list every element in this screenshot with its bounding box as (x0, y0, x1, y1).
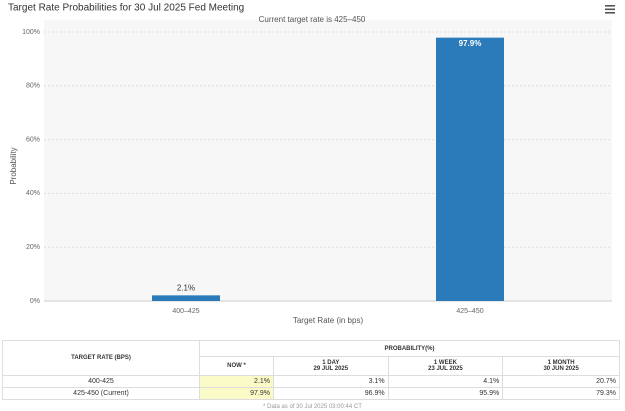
column-date: 23 JUL 2025 (428, 366, 463, 372)
plot-background (44, 20, 612, 301)
column-date: 29 JUL 2025 (313, 366, 349, 372)
x-tick-label: 400–425 (172, 308, 199, 315)
x-axis-label: Target Rate (in bps) (293, 316, 364, 325)
cell: 3.1% (273, 375, 389, 388)
y-tick-label: 40% (26, 190, 40, 197)
chart-subtitle: Current target rate is 425–450 (259, 15, 366, 24)
value-label: 97.9% (459, 39, 482, 48)
header: NOW * (198, 356, 275, 376)
probability-table: TARGET RATE (BPS) PROBABILITY(%) NOW * 1… (2, 340, 620, 400)
y-axis-label: Probability (9, 147, 18, 184)
y-tick-label: 80% (26, 83, 40, 90)
footnote: * Data as of 30 Jul 2025 03:00:44 CT (263, 404, 362, 410)
cell: 400-425 (2, 375, 200, 388)
y-tick-label: 0% (30, 298, 40, 305)
column-period: 1 DAY (322, 360, 340, 366)
column-date: 30 JUN 2025 (543, 366, 579, 372)
cell: 4.1% (387, 375, 504, 388)
cell: 96.9% (273, 387, 389, 400)
header: PROBABILITY(%) (199, 340, 620, 357)
menu-icon[interactable] (605, 5, 615, 14)
bar (436, 37, 504, 302)
cell: 95.9% (387, 387, 504, 400)
column-period: NOW * (227, 363, 246, 369)
header: TARGET RATE (BPS) (2, 340, 200, 376)
cell: 425-450 (Current) (2, 387, 200, 400)
header: 1 MONTH 30 JUN 2025 (502, 356, 620, 376)
cell: 79.3% (502, 387, 620, 400)
cell: 97.9% (198, 387, 275, 400)
value-label: 2.1% (177, 283, 195, 292)
chart: Target Rate Probabilities for 30 Jul 202… (8, 3, 615, 325)
y-tick-label: 60% (26, 136, 40, 143)
bar (152, 295, 220, 301)
cell: 20.7% (502, 375, 620, 388)
x-tick-label: 425–450 (456, 308, 483, 315)
cell: 2.1% (198, 375, 275, 388)
y-tick-label: 20% (26, 244, 40, 251)
header: 1 DAY 29 JUL 2025 (273, 356, 389, 376)
header: 1 WEEK 23 JUL 2025 (387, 356, 504, 376)
chart-title: Target Rate Probabilities for 30 Jul 202… (8, 3, 244, 14)
column-period: 1 WEEK (433, 360, 457, 366)
column-period: 1 MONTH (547, 360, 575, 366)
y-tick-label: 100% (22, 29, 40, 36)
